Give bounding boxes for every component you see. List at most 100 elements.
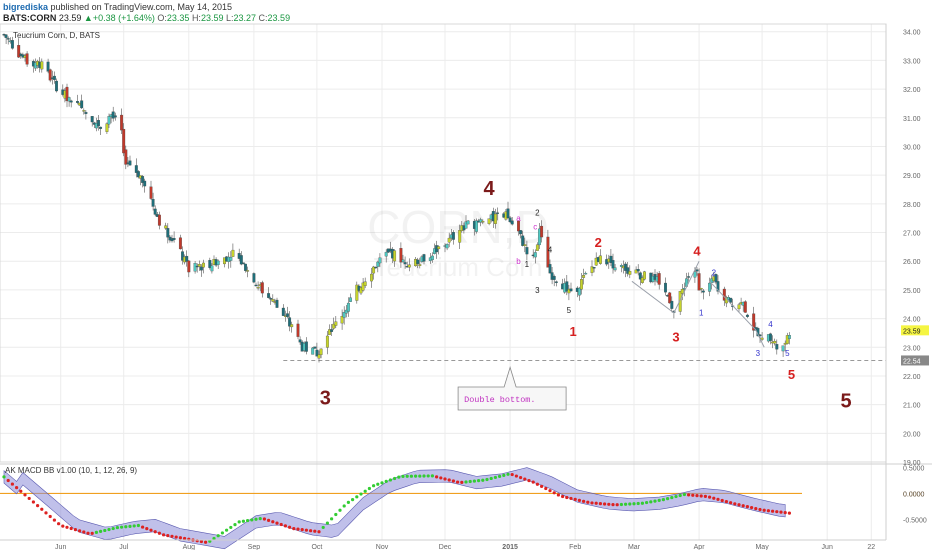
candle-body [670, 300, 674, 309]
candle-body [290, 324, 294, 328]
candle-body [580, 279, 583, 290]
macd-dot [78, 529, 82, 533]
candle-body [340, 316, 344, 324]
close-label: C: [258, 13, 268, 23]
wave-lines [631, 260, 765, 348]
wave-label: 4 [484, 178, 496, 200]
macd-dot [527, 478, 531, 483]
price-tick-label: 20.00 [903, 431, 921, 438]
candle-body [416, 259, 420, 265]
macd-dot [787, 511, 792, 515]
candle-body [244, 263, 247, 271]
macd-bollinger-band [3, 467, 786, 550]
macd-dot [250, 518, 254, 522]
candle-body [708, 282, 712, 292]
macd-dot [409, 474, 413, 478]
candles [2, 33, 791, 363]
macd-title: AK MACD BB v1.00 (10, 1, 12, 26, 9) [5, 466, 137, 475]
candle-body [466, 220, 470, 225]
wave-label: 4 [768, 320, 773, 329]
macd-dot [720, 498, 724, 503]
macd-dot [31, 500, 35, 504]
macd-dot [443, 477, 447, 481]
candle-body [548, 264, 552, 274]
candle-body [636, 269, 640, 272]
macd-dot [372, 484, 376, 488]
candle-body [84, 112, 88, 114]
candle-body [202, 262, 205, 268]
time-tick-label: Sep [248, 544, 261, 550]
macd-dot [640, 501, 645, 505]
macd-dot [737, 503, 741, 507]
macd-dot [510, 472, 514, 477]
macd-dot [262, 517, 266, 521]
candle-body [687, 276, 691, 278]
macd-dot [523, 477, 527, 481]
price-tick-label: 26.00 [903, 259, 921, 266]
price-tick-label: 25.00 [903, 288, 921, 295]
candle-body [403, 262, 407, 265]
grid [0, 24, 886, 540]
candle-body [330, 329, 334, 332]
candle-body [313, 346, 317, 349]
macd-dot [376, 482, 380, 486]
candle-body [437, 246, 441, 250]
macd-dot [745, 505, 750, 509]
candle-body [141, 176, 145, 183]
macd-tick-label: -0.5000 [903, 517, 927, 524]
candle-body [90, 116, 94, 123]
candle-body [384, 251, 388, 257]
candle-body [151, 198, 155, 207]
price-tick-label: 19.00 [903, 460, 921, 467]
macd-dot [330, 517, 334, 521]
candle-body [418, 264, 422, 266]
macd-dot [23, 493, 27, 497]
macd-dot [397, 475, 401, 479]
wave-label: b [516, 257, 521, 266]
candle-body [304, 341, 308, 352]
macd-dot [321, 525, 325, 530]
published-text: published on TradingView.com, May 14, 20… [50, 2, 232, 12]
macd-dot [61, 524, 65, 528]
candle-body [787, 335, 791, 339]
wave-label: c [533, 223, 537, 232]
candle-body [590, 266, 594, 273]
open-label: O: [157, 13, 167, 23]
price-tick-label: 27.00 [903, 231, 921, 238]
macd-dot [141, 525, 145, 529]
candle-body [76, 101, 79, 103]
macd-dot [401, 474, 405, 478]
publisher-name[interactable]: bigrediska [3, 2, 49, 12]
candle-body [325, 335, 329, 348]
candle-body [281, 307, 285, 316]
macd-dot [111, 526, 115, 531]
macd-dot [170, 534, 174, 538]
last-price-tag [901, 325, 929, 336]
wave-label: 3 [672, 330, 679, 345]
wave-label: 2 [535, 208, 540, 217]
macd-tick-label: 0.5000 [903, 466, 925, 473]
candle-body [216, 260, 220, 265]
candle-body [172, 238, 176, 240]
macd-dot [229, 525, 233, 530]
candle-body [737, 304, 741, 310]
macd-dot [573, 497, 577, 501]
macd-dot [762, 508, 766, 512]
macd-dot [674, 494, 678, 499]
candle-body [231, 249, 235, 257]
candle-body [25, 53, 29, 65]
macd-dot [754, 506, 758, 511]
up-arrow-icon: ▲ [83, 13, 93, 23]
candle-body [769, 333, 772, 341]
macd-dot [775, 510, 779, 514]
macd-dot [103, 528, 107, 533]
macd-dot [384, 479, 388, 483]
macd-dot [48, 514, 52, 519]
macd-dot [157, 531, 161, 535]
wave-label: 2 [712, 269, 717, 278]
candle-body [668, 292, 672, 304]
candle-body [46, 61, 50, 72]
macd-dot [649, 500, 653, 504]
candle-body [134, 165, 138, 173]
